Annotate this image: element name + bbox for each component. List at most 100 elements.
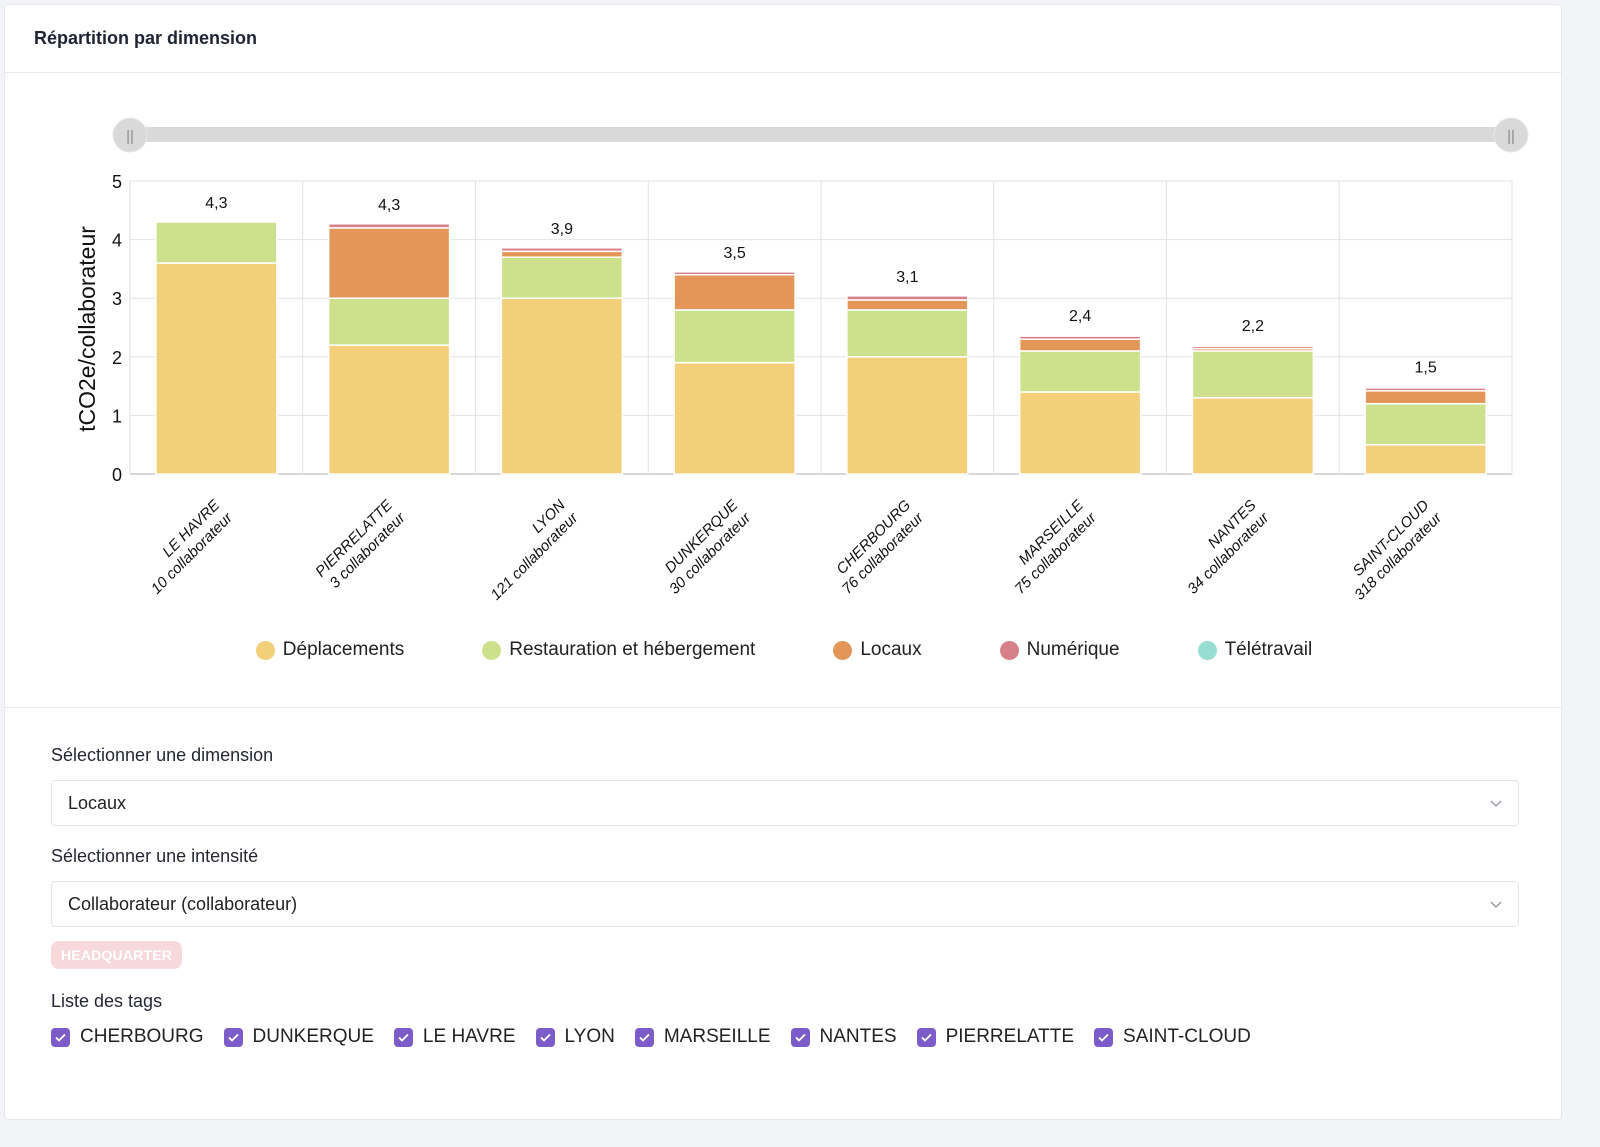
y-tick-label: 0: [112, 465, 122, 485]
tags-label: Liste des tags: [51, 991, 163, 1011]
tag-label: NANTES: [819, 1026, 897, 1047]
bar-segment-locaux: [500, 250, 624, 258]
bar-total-label: 2,4: [1069, 308, 1091, 325]
y-tick-label: 1: [112, 406, 122, 426]
legend-swatch-icon: [1197, 640, 1217, 660]
legend-label: Numérique: [1026, 639, 1120, 660]
legend-item[interactable]: Restauration et hébergement: [482, 639, 755, 661]
intensity-label: Sélectionner une intensité: [51, 846, 259, 866]
headquarter-badge[interactable]: HEADQUARTER: [51, 941, 183, 969]
bar-segment-t-l-travail: [1191, 344, 1315, 348]
total-labels: 4,3 4,3 3,9 3,5 3,1 2,4 2,2 1,5: [205, 195, 1437, 377]
bar-total-label: 3,5: [724, 245, 746, 262]
bar-segment-locaux: [327, 227, 451, 299]
legend-swatch-icon: [482, 640, 502, 660]
tag-label: LE HAVRE: [422, 1026, 516, 1047]
slider-track[interactable]: [130, 127, 1510, 142]
bar-total-label: 4,3: [205, 195, 227, 212]
bar-segment-d-placements: [155, 262, 278, 475]
tag-checkbox-item[interactable]: LE HAVRE: [393, 1026, 516, 1048]
bar-segment-d-placements: [1191, 397, 1315, 475]
tag-label: CHERBOURG: [80, 1026, 204, 1047]
legend-label: Télétravail: [1224, 639, 1313, 660]
tag-checkbox-item[interactable]: PIERRELATTE: [916, 1026, 1075, 1048]
tag-checkbox-item[interactable]: CHERBOURG: [51, 1026, 204, 1048]
tag-checkbox-item[interactable]: DUNKERQUE: [223, 1026, 374, 1048]
tag-checkbox-item[interactable]: LYON: [535, 1026, 615, 1048]
checkbox-checked-icon[interactable]: [790, 1027, 810, 1047]
legend-item[interactable]: Numérique: [999, 639, 1120, 661]
slider-handle-start[interactable]: ||: [112, 117, 148, 153]
checkbox-checked-icon[interactable]: [393, 1027, 413, 1047]
bar-segment-restauration-et-h-bergement: [846, 309, 969, 358]
tag-checkbox-item[interactable]: NANTES: [790, 1026, 897, 1048]
y-tick-label: 5: [112, 172, 122, 192]
card-title: Répartition par dimension: [34, 28, 258, 48]
bar-segment-restauration-et-h-bergement: [1364, 402, 1487, 446]
y-axis-title: tCO2e/collaborateur: [74, 226, 100, 432]
slider-handle-end[interactable]: ||: [1493, 117, 1529, 153]
stacked-bar-chart: || || 0 1 2 3 4 5 4,3 4,3 3,9 3,5 3,1 2,4 2,2 1,5 LE…: [74, 117, 1529, 604]
legend-item[interactable]: Déplacements: [255, 639, 405, 661]
bar-segment-t-l-travail: [1018, 334, 1142, 337]
bar-total-label: 2,2: [1242, 318, 1264, 335]
checkbox-checked-icon[interactable]: [916, 1027, 936, 1047]
bar-segment-num-rique: [673, 271, 796, 276]
bar-segment-num-rique: [500, 247, 624, 253]
y-tick-label: 2: [112, 348, 122, 368]
chevron-down-icon: [1490, 800, 1502, 808]
slider-handle-end-glyph: ||: [1507, 128, 1515, 145]
chevron-down-icon: [1490, 901, 1502, 909]
checkbox-checked-icon[interactable]: [223, 1027, 243, 1047]
legend: Déplacements Restauration et hébergement L…: [5, 639, 1563, 661]
checkbox-checked-icon[interactable]: [1094, 1027, 1114, 1047]
intensity-select-value: Collaborateur (collaborateur): [68, 893, 298, 914]
legend-label: Locaux: [860, 639, 922, 660]
chart-area: || || 0 1 2 3 4 5 4,3 4,3 3,9 3,5 3,1 2,4 2,2 1,5 LE…: [5, 73, 1563, 708]
tag-label: DUNKERQUE: [252, 1026, 374, 1047]
bar-segment-restauration-et-h-bergement: [155, 221, 278, 264]
bar-segment-restauration-et-h-bergement: [673, 309, 796, 364]
y-tick-label: 3: [112, 289, 122, 309]
bar-stack: [846, 295, 969, 475]
bar-total-label: 3,1: [896, 269, 918, 286]
bar-stack: [1364, 385, 1487, 475]
intensity-select[interactable]: Collaborateur (collaborateur): [51, 881, 1519, 927]
tag-label: PIERRELATTE: [945, 1026, 1075, 1047]
tag-checkbox-item[interactable]: MARSEILLE: [634, 1026, 771, 1048]
bar-segment-num-rique: [846, 295, 969, 301]
bar-segment-locaux: [846, 299, 969, 311]
bar-stack: [155, 221, 278, 475]
legend-item[interactable]: Locaux: [833, 639, 922, 661]
checkbox-checked-icon[interactable]: [51, 1027, 70, 1047]
range-slider[interactable]: || ||: [112, 117, 1529, 153]
bar-total-label: 3,9: [551, 221, 573, 238]
checkbox-checked-icon[interactable]: [535, 1027, 555, 1047]
bar-segment-restauration-et-h-bergement: [1191, 350, 1315, 399]
bar-segment-restauration-et-h-bergement: [327, 297, 451, 346]
bar-segment-locaux: [1018, 338, 1142, 352]
bar-segment-num-rique: [327, 223, 451, 229]
bar-segment-d-placements: [327, 344, 451, 475]
legend-swatch-icon: [999, 640, 1019, 660]
filter-controls: Sélectionner une dimension Locaux Sélect…: [51, 745, 1519, 1048]
checkbox-checked-icon[interactable]: [634, 1027, 654, 1047]
bar-segment-locaux: [673, 274, 796, 311]
bar-stack: [1191, 344, 1315, 475]
legend-label: Déplacements: [282, 639, 405, 660]
legend-item[interactable]: Télétravail: [1197, 639, 1313, 661]
dimension-select[interactable]: Locaux: [51, 780, 1519, 826]
dimension-label: Sélectionner une dimension: [51, 745, 274, 765]
bar-total-label: 1,5: [1415, 360, 1437, 377]
tag-checkbox-item[interactable]: SAINT-CLOUD: [1094, 1026, 1251, 1048]
bar-segment-restauration-et-h-bergement: [1018, 350, 1142, 393]
